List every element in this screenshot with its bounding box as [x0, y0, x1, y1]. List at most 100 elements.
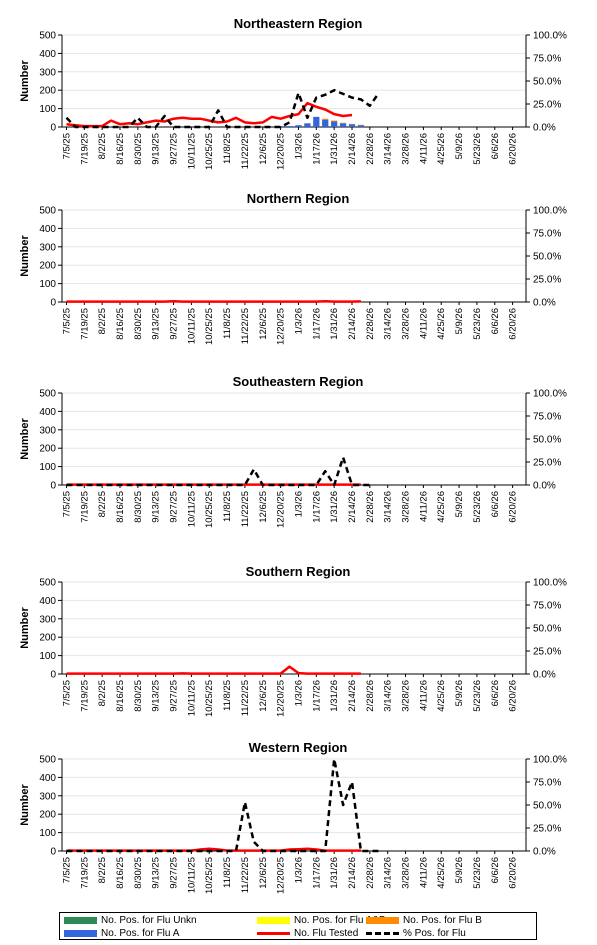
x-tick-label: 12/6/25	[258, 680, 269, 712]
y-tick-label: 100	[39, 279, 56, 290]
x-tick-label: 7/5/25	[61, 680, 72, 706]
y2-tick-label: 0.0%	[533, 670, 556, 681]
x-tick-label: 4/25/26	[436, 857, 447, 889]
x-tick-label: 5/23/26	[472, 857, 483, 889]
x-tick-label: 5/23/26	[472, 308, 483, 340]
x-tick-label: 6/20/26	[508, 491, 519, 523]
bar-flu-a	[286, 126, 293, 127]
y-tick-label: 500	[39, 389, 56, 400]
legend-item-flu-unkn: No. Pos. for Flu Unkn	[64, 914, 197, 927]
y2-tick-label: 0.0%	[533, 123, 556, 134]
series-line-flu-tested	[66, 847, 361, 852]
legend-label-flu-a: No. Pos. for Flu A	[101, 928, 180, 939]
x-tick-label: 8/2/25	[97, 308, 108, 334]
x-tick-label: 3/14/26	[383, 680, 394, 712]
chart-title: Southeastern Region	[233, 374, 364, 389]
x-tick-label: 11/22/25	[240, 491, 251, 527]
y-tick-label: 200	[39, 633, 56, 644]
x-tick-label: 8/2/25	[97, 680, 108, 706]
x-tick-label: 5/23/26	[472, 133, 483, 165]
x-tick-label: 11/8/25	[222, 857, 233, 888]
x-tick-label: 11/22/25	[240, 857, 251, 893]
x-tick-label: 4/11/26	[418, 308, 429, 339]
x-tick-label: 8/2/25	[97, 133, 108, 159]
y2-tick-label: 100.0%	[533, 31, 567, 42]
x-tick-label: 1/3/26	[293, 308, 304, 334]
y2-tick-label: 100.0%	[533, 755, 567, 766]
y-tick-label: 0	[50, 123, 56, 134]
chart-title: Western Region	[249, 740, 348, 755]
y2-tick-label: 75.0%	[533, 54, 561, 65]
x-tick-label: 12/6/25	[258, 857, 269, 889]
chart-legend: No. Pos. for Flu Unkn No. Pos. for Flu A…	[59, 912, 537, 940]
y-tick-label: 200	[39, 444, 56, 455]
x-tick-label: 2/14/26	[347, 491, 358, 523]
x-tick-label: 2/14/26	[347, 133, 358, 165]
x-tick-label: 5/9/26	[454, 857, 465, 883]
y-tick-label: 0	[50, 481, 56, 492]
x-tick-label: 12/6/25	[258, 133, 269, 165]
x-tick-label: 12/6/25	[258, 308, 269, 340]
x-tick-label: 8/30/25	[133, 133, 144, 165]
legend-swatch-flu-a	[64, 930, 97, 937]
y2-tick-label: 50.0%	[533, 77, 561, 88]
x-tick-label: 3/14/26	[383, 133, 394, 165]
x-tick-label: 1/17/26	[311, 680, 322, 712]
y-axis-label: Number	[19, 418, 31, 460]
x-tick-label: 10/25/25	[204, 308, 215, 345]
y-axis-label: Number	[19, 607, 31, 649]
legend-swatch-flu-unkn	[64, 917, 97, 924]
y-tick-label: 200	[39, 86, 56, 97]
y2-tick-label: 0.0%	[533, 481, 556, 492]
legend-item-flu-tested: No. Flu Tested	[257, 927, 358, 940]
x-tick-label: 4/11/26	[418, 133, 429, 164]
x-tick-label: 4/11/26	[418, 680, 429, 711]
x-tick-label: 1/31/26	[329, 133, 340, 165]
legend-label-pct-pos: % Pos. for Flu	[403, 928, 466, 939]
y-axis-label: Number	[19, 784, 31, 826]
x-tick-label: 11/22/25	[240, 308, 251, 344]
x-tick-label: 6/20/26	[508, 133, 519, 165]
x-tick-label: 8/16/25	[115, 133, 126, 165]
y-tick-label: 500	[39, 206, 56, 217]
legend-label-flu-ab: No. Pos. for Flu A&B	[294, 915, 386, 926]
x-tick-label: 10/25/25	[204, 680, 215, 717]
x-tick-label: 12/20/25	[276, 491, 287, 528]
legend-swatch-flu-b	[366, 917, 399, 924]
x-tick-label: 10/11/25	[186, 308, 197, 344]
y2-tick-label: 25.0%	[533, 275, 561, 286]
bar-flu-a	[313, 116, 320, 127]
x-tick-label: 1/3/26	[293, 857, 304, 883]
y-tick-label: 300	[39, 614, 56, 625]
x-tick-label: 10/11/25	[186, 680, 197, 716]
bar-flu-a	[339, 123, 347, 127]
x-tick-label: 6/6/26	[490, 857, 501, 883]
x-tick-label: 9/27/25	[169, 680, 180, 712]
x-tick-label: 4/25/26	[436, 133, 447, 165]
x-tick-label: 1/3/26	[293, 680, 304, 706]
chart-title: Northeastern Region	[234, 16, 363, 31]
x-tick-label: 6/6/26	[490, 491, 501, 517]
y-tick-label: 400	[39, 224, 56, 235]
x-tick-label: 3/28/26	[401, 308, 412, 340]
x-tick-label: 9/13/25	[151, 133, 162, 165]
x-tick-label: 3/28/26	[401, 491, 412, 523]
bar-flu-a	[304, 123, 311, 127]
x-tick-label: 1/17/26	[311, 491, 322, 523]
x-tick-label: 6/20/26	[508, 308, 519, 340]
series-line-pct-pos	[66, 757, 379, 853]
y2-tick-label: 50.0%	[533, 801, 561, 812]
y2-tick-label: 25.0%	[533, 100, 561, 111]
x-tick-label: 7/5/25	[61, 133, 72, 159]
x-tick-label: 12/20/25	[276, 133, 287, 170]
x-tick-label: 11/22/25	[240, 680, 251, 716]
y2-tick-label: 25.0%	[533, 824, 561, 835]
y2-tick-label: 25.0%	[533, 458, 561, 469]
bar-flu-a	[357, 125, 365, 127]
y2-tick-label: 100.0%	[533, 389, 567, 400]
x-tick-label: 9/13/25	[151, 857, 162, 889]
x-tick-label: 8/2/25	[97, 491, 108, 517]
x-tick-label: 1/31/26	[329, 857, 340, 889]
x-tick-label: 10/11/25	[186, 133, 197, 169]
